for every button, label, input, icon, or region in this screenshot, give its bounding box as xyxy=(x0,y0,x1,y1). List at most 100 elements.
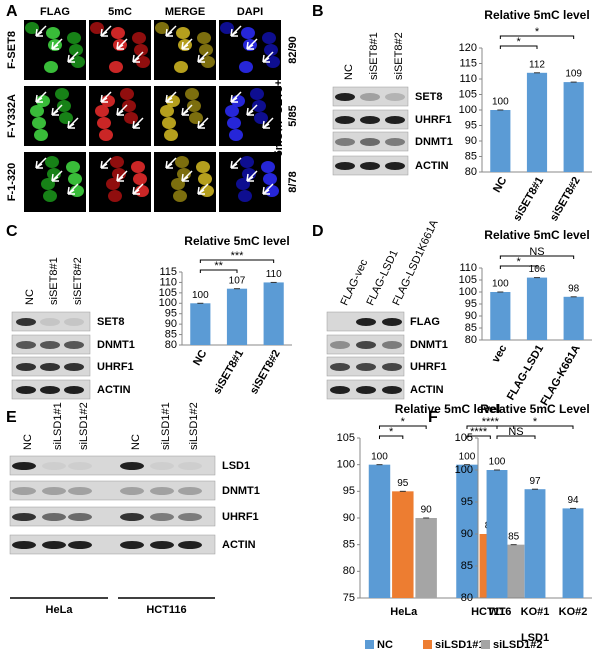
band xyxy=(42,513,66,521)
ratio: 8/78 xyxy=(287,171,299,192)
row-label: F-SET8 xyxy=(6,31,18,69)
bar xyxy=(490,110,511,172)
y-tick-label: 95 xyxy=(465,298,477,310)
nucleus xyxy=(59,112,73,124)
band-label: SET8 xyxy=(415,91,443,103)
nucleus xyxy=(261,161,275,173)
bar xyxy=(526,72,548,172)
arrow xyxy=(132,51,144,63)
band-label: UHRF1 xyxy=(415,114,452,126)
nucleus xyxy=(95,105,109,117)
nucleus xyxy=(132,32,146,44)
arrow xyxy=(181,104,193,116)
x-tick-label: siSET8#1 xyxy=(511,175,546,223)
arrow xyxy=(51,104,63,116)
band-label: SET8 xyxy=(97,316,125,328)
lane-label: siLSD1#2 xyxy=(78,402,90,450)
x-tick-label: siSET8#1 xyxy=(211,348,246,396)
x-tick-label: WT xyxy=(488,606,505,618)
bar xyxy=(226,288,248,345)
y-tick-label: 90 xyxy=(465,135,477,147)
band xyxy=(68,487,92,495)
significance-label: * xyxy=(533,416,538,428)
value-label: 107 xyxy=(229,275,246,286)
y-tick-label: 110 xyxy=(459,73,477,85)
significance-label: **** xyxy=(470,426,488,438)
band xyxy=(12,541,36,549)
band xyxy=(330,386,350,394)
y-tick-label: 100 xyxy=(159,297,177,309)
nucleus xyxy=(110,156,124,168)
y-tick-label: 85 xyxy=(465,150,477,162)
band xyxy=(385,162,405,170)
nucleus xyxy=(238,190,252,202)
nucleus xyxy=(164,129,178,141)
nucleus xyxy=(34,129,48,141)
y-tick-label: 95 xyxy=(165,308,177,320)
band xyxy=(12,487,36,495)
nucleus xyxy=(262,32,276,44)
nucleus xyxy=(196,161,210,173)
lane-label: siLSD1#1 xyxy=(160,402,172,450)
panel-label: C xyxy=(6,223,18,240)
band-label: ACTIN xyxy=(415,160,449,172)
group-label: HeLa xyxy=(46,604,74,616)
arrow xyxy=(132,117,144,129)
band xyxy=(16,386,36,394)
arrow xyxy=(165,91,177,103)
x-axis-label: LSD1 xyxy=(521,632,549,644)
nucleus xyxy=(197,32,211,44)
band-label: ACTIN xyxy=(97,384,131,396)
bar xyxy=(526,277,548,340)
band xyxy=(68,462,92,470)
value-label: 100 xyxy=(492,97,509,108)
panel-label: E xyxy=(6,409,17,426)
nucleus xyxy=(176,27,190,39)
nucleus xyxy=(71,56,85,68)
significance-label: NS xyxy=(529,246,544,258)
y-tick-label: 120 xyxy=(459,42,477,54)
lane-label: NC xyxy=(343,64,355,80)
lane-label: siLSD1#2 xyxy=(188,402,200,450)
significance-bracket xyxy=(199,269,238,273)
value-label: 85 xyxy=(508,531,520,542)
arrow xyxy=(246,38,258,50)
band-label: LSD1 xyxy=(222,460,250,472)
nucleus xyxy=(252,100,266,112)
y-tick-label: 105 xyxy=(159,287,177,299)
nucleus xyxy=(189,112,203,124)
significance-bracket xyxy=(499,35,575,39)
band xyxy=(64,341,84,349)
legend-swatch xyxy=(365,640,374,649)
row-label: F-Y332A xyxy=(6,94,18,138)
band xyxy=(178,462,202,470)
nucleus xyxy=(174,61,188,73)
nucleus xyxy=(32,117,46,129)
column-header: MERGE xyxy=(165,6,205,18)
nucleus xyxy=(44,61,58,73)
x-tick-label: vec xyxy=(490,343,510,365)
nucleus xyxy=(201,56,215,68)
bar xyxy=(490,292,511,340)
x-tick-label: NC xyxy=(191,348,209,368)
significance-label: *** xyxy=(231,250,245,262)
x-tick-label: HCT116 xyxy=(471,606,511,618)
nucleus xyxy=(236,178,250,190)
ratio: 82/90 xyxy=(287,36,299,64)
arrow xyxy=(230,157,242,169)
nucleus xyxy=(264,44,278,56)
value-label: 109 xyxy=(565,69,582,80)
y-tick-label: 85 xyxy=(465,322,477,334)
nucleus xyxy=(187,100,201,112)
y-tick-label: 80 xyxy=(461,592,473,604)
band xyxy=(335,162,355,170)
nucleus xyxy=(171,178,185,190)
column-header: DAPI xyxy=(237,6,263,18)
band xyxy=(150,513,174,521)
significance-label: * xyxy=(389,426,394,438)
band xyxy=(360,116,380,124)
significance-bracket xyxy=(466,425,515,429)
band-label: DNMT1 xyxy=(222,485,260,497)
arrow xyxy=(35,91,47,103)
band-label: UHRF1 xyxy=(222,511,259,523)
